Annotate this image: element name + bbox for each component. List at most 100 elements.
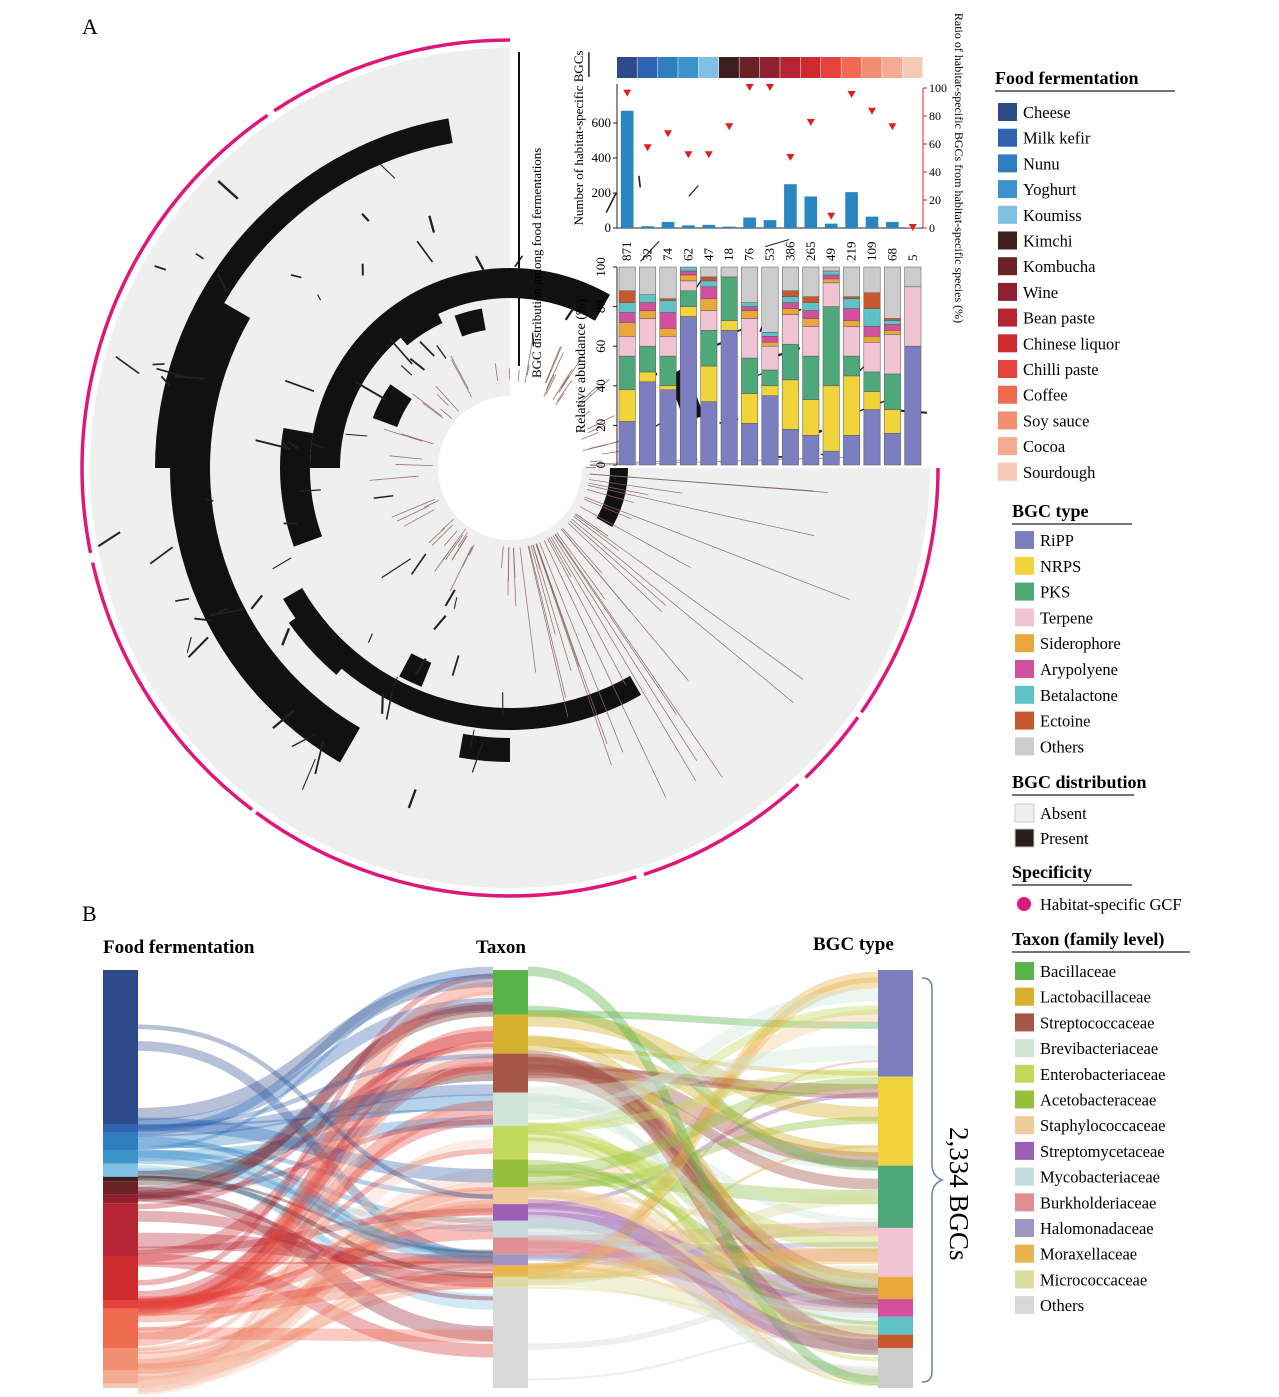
legend-label: Mycobacteriaceae [1040,1168,1160,1187]
stack-segment-pks [679,290,697,307]
sankey-flow-taxon-bgc [527,1246,879,1288]
legend-dot-icon [1017,897,1031,911]
tree-branch [546,346,562,383]
sankey-flow-taxon-bgc [527,1183,879,1383]
legend-title-distribution: BGC distribution [1012,772,1147,792]
habitat-specific-bgc-chart: 0 200 400 600 0 20 40 60 80 100 Number of habitat-… [571,13,966,323]
tree-branch [552,535,698,761]
present-tick [255,439,291,450]
sankey-flow-taxon-bgc [527,971,879,1274]
present-arc-block [458,733,510,762]
ratio-marker [827,212,836,220]
y-axis-title: Number of habitat-specific BGCs [571,50,586,225]
present-arc-block [288,611,350,675]
stack-segment-betalactone [679,266,697,272]
legend-swatch [1015,1193,1034,1212]
sankey-flow-food-taxon [137,1199,494,1368]
stack-segment-ripp [720,330,738,466]
tree-branch [588,485,815,536]
stack-segment-others [639,266,657,295]
stack-segment-terpene [761,345,779,371]
legend-label: Arypolyene [1040,660,1118,679]
bgc-count-label: 47 [701,248,716,262]
category-swatch [780,57,801,78]
ratio-marker [888,123,897,131]
tree-branch [575,513,609,537]
tree-branch [513,547,517,607]
sankey-flow-food-taxon [137,1249,494,1384]
stack-segment-nrps [843,375,861,436]
present-tick [186,636,192,653]
ratio-marker [704,151,713,159]
legend-swatch [1015,1219,1034,1237]
sankey-flow-food-taxon [137,1165,494,1310]
sankey-flow-taxon-bgc [527,1092,879,1208]
sankey-flow-food-taxon [137,1253,494,1358]
tree-branch [530,545,556,635]
tree-branch [391,498,436,518]
sankey-flow-taxon-bgc [527,1231,879,1319]
bgc-count-label: 74 [660,248,675,262]
tree-branch [571,518,794,703]
stack-segment-ripp [741,423,759,466]
sankey-node-taxon [493,1204,528,1221]
y-tick-label: 200 [592,185,612,200]
tree-branch [535,543,612,766]
sankey-node-food [103,1203,138,1256]
legend-swatch [998,205,1017,224]
sankey-flow-food-taxon [137,1043,494,1210]
tree-branch [569,520,667,606]
stack-y-tick-label: 80 [593,300,608,313]
sankey-flow-food-taxon [137,1100,494,1317]
legend-label: Chinese liquor [1023,334,1120,353]
present-tick [250,594,264,610]
bgc-count-bar [784,184,797,228]
tree-branch [554,534,677,715]
legend-swatch [998,128,1017,147]
present-tick [345,433,368,437]
stack-segment-terpene [904,286,922,347]
tree-branch [457,532,468,548]
y2-tick-label: 100 [929,81,947,95]
tree-branch [412,393,443,417]
stack-segment-nrps [639,371,657,383]
sankey-node-taxon [493,1014,528,1054]
present-tick [195,252,205,260]
tree-branch [424,500,439,508]
legend-label: Kimchi [1023,232,1073,251]
present-tick [194,617,213,622]
category-swatch [617,57,637,78]
stack-segment-nrps [781,379,799,430]
stack-segment-betalactone [639,294,657,303]
bgc-count-label: 32 [640,248,655,261]
sankey-node-food [103,1194,138,1204]
y-tick-label: 400 [592,150,612,165]
phylogenetic-tree [369,341,850,798]
legend-swatch [998,360,1017,378]
sankey-flow-food-taxon [137,1181,494,1379]
sankey-node-taxon [493,1276,528,1288]
stack-segment-betalactone [618,302,636,313]
present-tick [605,192,617,213]
tree-branch [519,547,536,673]
sankey-flow-taxon-bgc [527,1265,879,1280]
tree-branch [588,482,649,496]
legend-label: Lactobacillaceae [1040,988,1151,1007]
stack-segment-betalactone [863,308,881,327]
stack-segment-arypolyene [679,270,697,276]
sankey-node-taxon [493,1187,528,1205]
legend-label: Streptomycetaceae [1040,1142,1165,1161]
legend-swatch [1015,1296,1034,1315]
legend-label: Chilli paste [1023,360,1099,379]
sankey-flow-food-taxon [137,1149,494,1259]
present-tick [436,345,447,359]
stack-segment-betalactone [802,302,820,311]
y-tick-label: 600 [592,115,612,130]
ratio-marker [868,107,876,115]
sankey-flow-food-taxon [137,1060,494,1386]
tree-branch [403,509,435,527]
stack-segment-pks [802,355,820,400]
sankey-flow-food-taxon [137,1001,494,1202]
stack-segment-others [904,266,922,288]
